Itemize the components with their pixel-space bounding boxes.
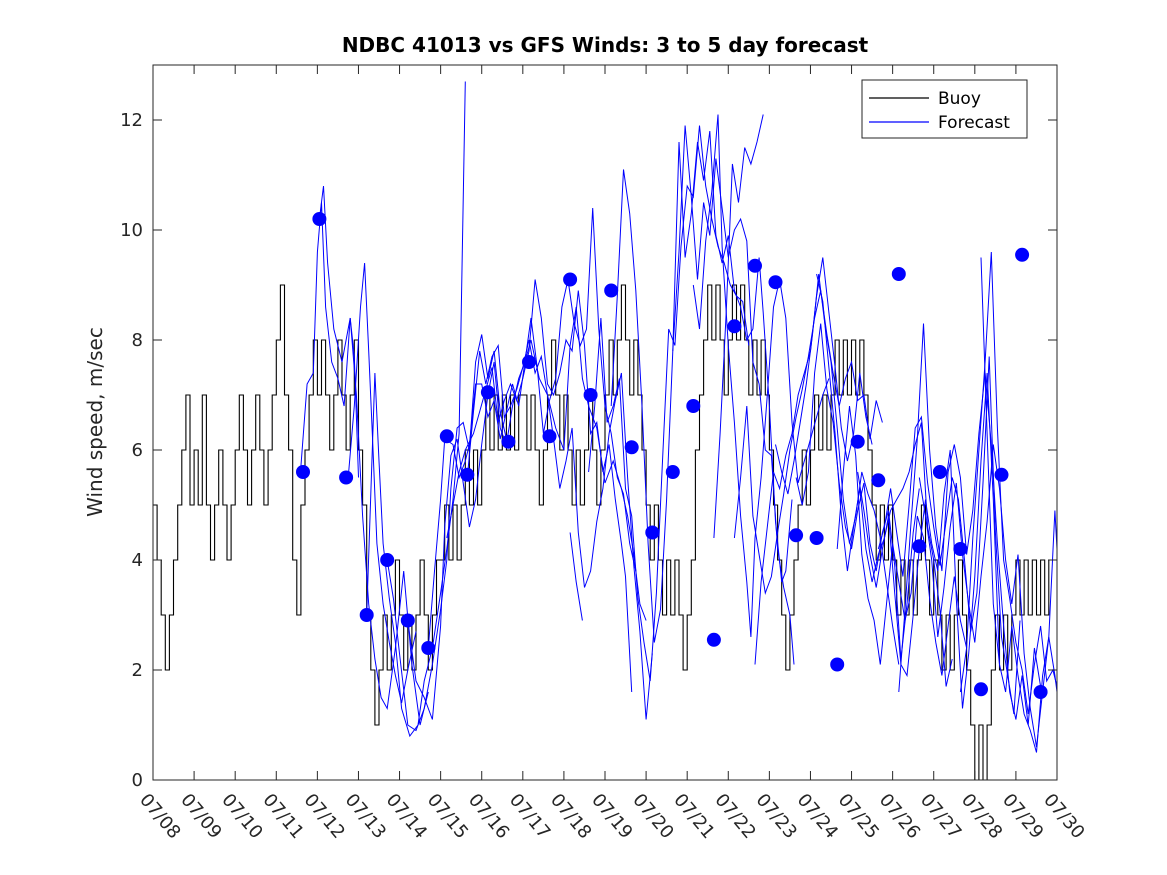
- forecast-marker-3: [359, 608, 374, 622]
- forecast-marker-21: [727, 319, 742, 334]
- forecast-marker-2: [339, 470, 354, 485]
- forecast-series-line-23: [898, 323, 1042, 726]
- forecast-marker-32: [953, 542, 968, 556]
- forecast-marker-11: [522, 355, 536, 369]
- forecast-marker-7: [439, 429, 454, 444]
- forecast-marker-26: [830, 657, 845, 672]
- forecast-marker-15: [604, 283, 619, 298]
- legend-forecast-label: Forecast: [938, 113, 1010, 133]
- forecast-marker-14: [583, 388, 598, 402]
- forecast-series-line-12: [672, 125, 795, 665]
- y-tick-label-2: 4: [132, 550, 143, 571]
- forecast-marker-6: [421, 641, 436, 655]
- forecast-marker-4: [380, 553, 395, 567]
- forecast-marker-9: [480, 385, 495, 400]
- forecast-series-line-21: [857, 372, 1000, 709]
- forecast-marker-16: [624, 440, 639, 455]
- forecast-marker-17: [645, 525, 660, 540]
- forecast-series-line-11: [610, 130, 793, 643]
- forecast-marker-29: [891, 267, 906, 281]
- forecast-marker-22: [748, 258, 762, 273]
- forecast-marker-12: [542, 429, 557, 444]
- forecast-marker-1: [312, 212, 327, 226]
- forecast-marker-13: [563, 272, 578, 287]
- forecast-marker-27: [850, 434, 865, 449]
- forecast-marker-10: [501, 434, 516, 449]
- forecast-marker-0: [296, 465, 310, 479]
- forecast-series-line-1: [318, 185, 429, 726]
- forecast-series-line-14: [713, 114, 764, 539]
- forecast-series-line-7: [446, 279, 633, 693]
- forecast-series-line-2: [347, 262, 417, 704]
- forecast-series-line-18: [795, 323, 920, 660]
- forecast-marker-8: [460, 467, 475, 482]
- y-tick-label-6: 12: [120, 110, 143, 131]
- forecast-marker-30: [912, 539, 927, 554]
- forecast-series-line-10: [588, 125, 750, 682]
- legend-box: [861, 79, 1028, 139]
- y-axis-label: Wind speed, m/sec: [83, 327, 107, 517]
- forecast-marker-18: [665, 465, 680, 479]
- forecast-marker-24: [789, 528, 804, 543]
- y-tick-label-0: 0: [132, 770, 143, 791]
- forecast-series-line-4: [386, 334, 507, 732]
- forecast-series-line-9: [569, 532, 583, 621]
- legend: Buoy Forecast: [861, 79, 1028, 139]
- y-tick-label-3: 6: [132, 440, 143, 461]
- forecast-marker-19: [686, 399, 701, 413]
- forecast-series-line-20: [836, 405, 968, 676]
- forecast-marker-23: [768, 275, 783, 290]
- series-layer: [153, 81, 1058, 781]
- forecast-marker-25: [809, 531, 824, 545]
- forecast-marker-5: [400, 613, 415, 628]
- marker-layer: [296, 212, 1048, 699]
- forecast-series-line-6: [427, 207, 637, 649]
- forecast-marker-33: [974, 682, 988, 697]
- forecast-marker-31: [932, 465, 947, 479]
- legend-buoy-label: Buoy: [938, 89, 981, 109]
- forecast-marker-28: [871, 473, 886, 488]
- forecast-series-line-15: [733, 290, 883, 595]
- forecast-series-line-25: [959, 251, 1058, 715]
- chart-title: NDBC 41013 vs GFS Winds: 3 to 5 day fore…: [342, 33, 869, 57]
- forecast-series-line-22: [877, 356, 1021, 715]
- forecast-series-line-17: [775, 273, 900, 665]
- forecast-marker-35: [1015, 247, 1030, 262]
- forecast-series-line-8: [466, 339, 653, 720]
- forecast-marker-34: [994, 467, 1009, 482]
- forecast-marker-20: [706, 632, 721, 647]
- forecast-series-line-13: [692, 114, 830, 638]
- y-tick-label-5: 10: [120, 220, 143, 241]
- forecast-marker-36: [1033, 685, 1048, 699]
- y-tick-label-4: 8: [132, 330, 143, 351]
- forecast-series-line-26: [980, 257, 1058, 753]
- y-tick-label-1: 2: [132, 660, 143, 681]
